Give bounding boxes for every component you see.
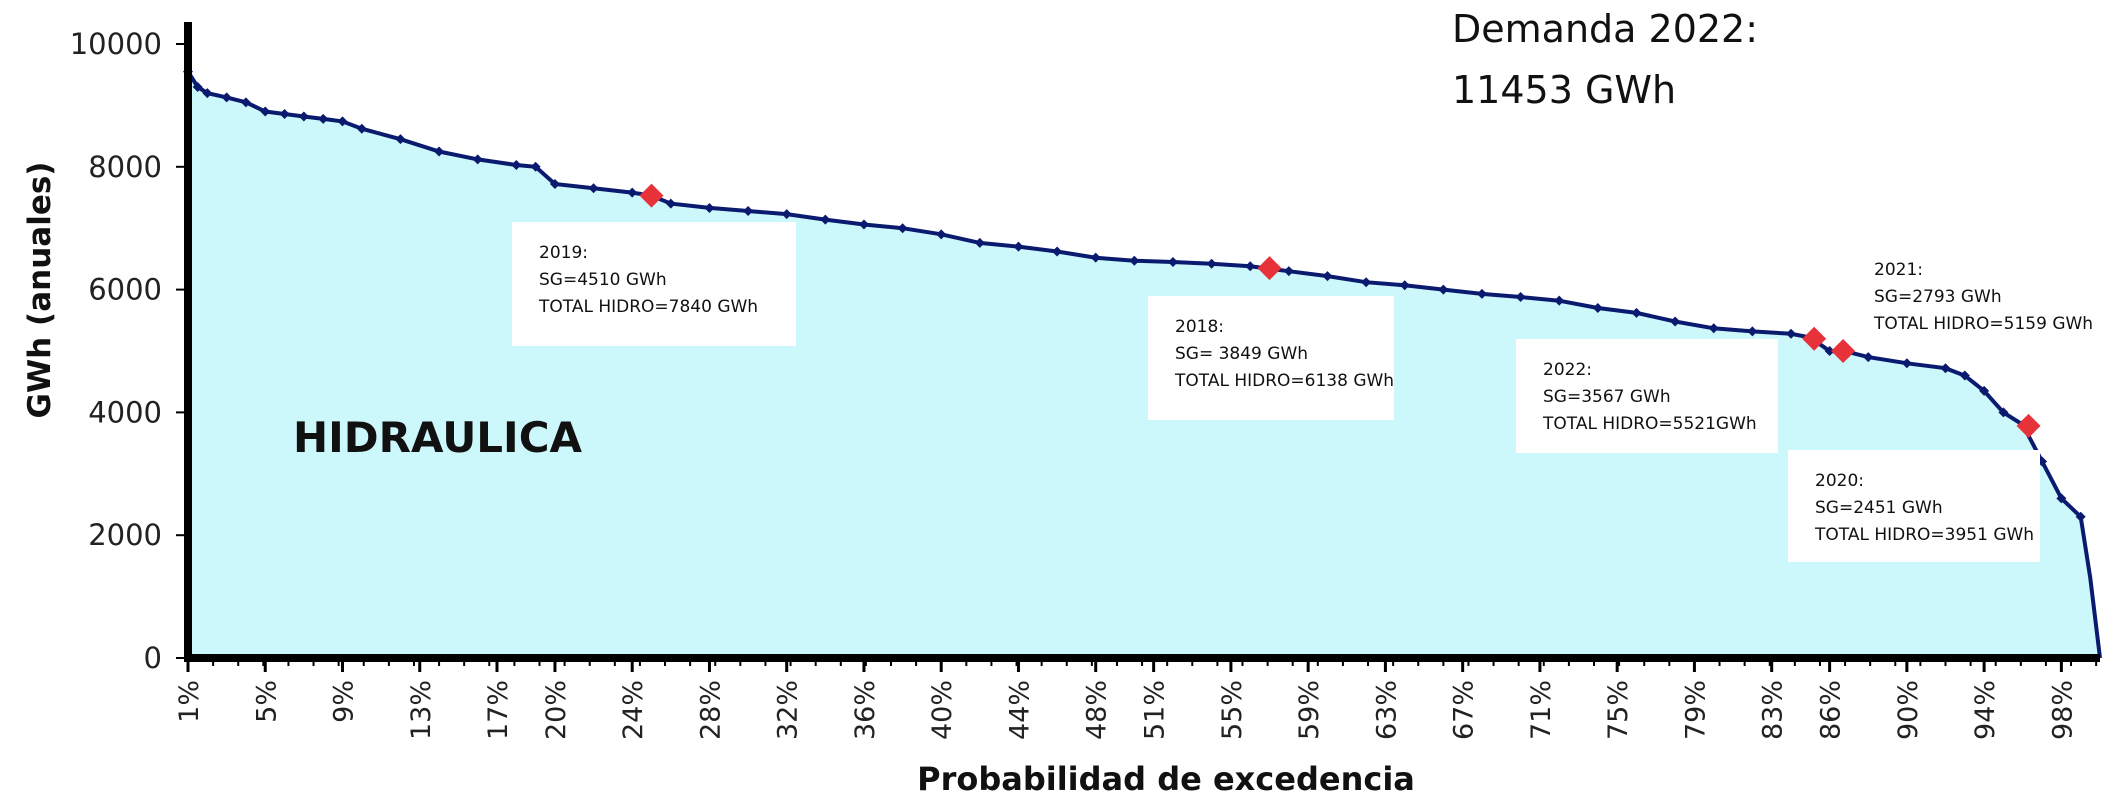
x-tick-label: 36%: [850, 680, 881, 740]
x-tick-label: 9%: [329, 680, 360, 723]
demand-line-2: 11453 GWh: [1452, 68, 1676, 112]
x-tick-label: 75%: [1603, 680, 1634, 740]
x-tick-label: 1%: [174, 680, 205, 723]
x-tick-label: 24%: [618, 680, 649, 740]
y-tick-label: 8000: [88, 150, 162, 184]
x-tick-label: 13%: [406, 680, 437, 740]
annotation-text: 2021:: [1874, 260, 1923, 280]
annotation-text: TOTAL HIDRO=3951 GWh: [1814, 525, 2034, 545]
x-tick-label: 55%: [1217, 680, 1248, 740]
annotation-text: SG=2451 GWh: [1815, 498, 1943, 518]
annotation-text: TOTAL HIDRO=7840 GWh: [538, 297, 758, 317]
annotation-text: TOTAL HIDRO=6138 GWh: [1174, 371, 1394, 391]
x-tick-label: 98%: [2047, 680, 2078, 740]
x-tick-label: 20%: [541, 680, 572, 740]
annotation-text: 2018:: [1175, 317, 1224, 337]
x-tick-label: 83%: [1758, 680, 1789, 740]
annotation-box: 2020: SG=2451 GWh TOTAL HIDRO=3951 GWh: [1788, 450, 2040, 562]
x-tick-label: 59%: [1294, 680, 1325, 740]
annotation-text: 2019:: [539, 243, 588, 263]
x-tick-label: 51%: [1140, 680, 1171, 740]
x-tick-label: 71%: [1526, 680, 1557, 740]
y-axis-title: GWh (anuales): [22, 162, 58, 419]
demand-line-1: Demanda 2022:: [1452, 7, 1758, 51]
x-tick-label: 63%: [1371, 680, 1402, 740]
annotation-text: TOTAL HIDRO=5159 GWh: [1873, 314, 2093, 334]
y-tick-label: 4000: [88, 395, 162, 429]
x-tick-label: 17%: [483, 680, 514, 740]
x-tick-label: 79%: [1680, 680, 1711, 740]
x-tick-label: 32%: [773, 680, 804, 740]
x-tick-label: 94%: [1970, 680, 2001, 740]
annotation-text: SG=3567 GWh: [1543, 387, 1671, 407]
annotation-text: SG= 3849 GWh: [1175, 344, 1308, 364]
annotation-box: 2022: SG=3567 GWh TOTAL HIDRO=5521GWh: [1516, 339, 1778, 453]
annotation-text: SG=4510 GWh: [539, 270, 667, 290]
x-axis-title: Probabilidad de excedencia: [917, 760, 1415, 796]
x-tick-label: 44%: [1004, 680, 1035, 740]
annotation-box: 2019: SG=4510 GWh TOTAL HIDRO=7840 GWh: [512, 222, 796, 346]
annotation-text: 2020:: [1815, 471, 1864, 491]
x-tick-label: 90%: [1893, 680, 1924, 740]
annotation-text: SG=2793 GWh: [1874, 287, 2002, 307]
y-tick-label: 6000: [88, 273, 162, 307]
y-tick-label: 10000: [70, 27, 162, 61]
y-tick-label: 0: [144, 641, 162, 675]
x-tick-label: 86%: [1816, 680, 1847, 740]
x-tick-label: 40%: [927, 680, 958, 740]
x-tick-label: 5%: [251, 680, 282, 723]
x-tick-label: 67%: [1449, 680, 1480, 740]
area-layer: [183, 67, 2100, 658]
x-tick-label: 48%: [1082, 680, 1113, 740]
annotation-box: 2021: SG=2793 GWh TOTAL HIDRO=5159 GWh: [1847, 239, 2103, 343]
y-tick-label: 2000: [88, 518, 162, 552]
annotation-text: TOTAL HIDRO=5521GWh: [1542, 414, 1757, 434]
hidraulica-label: HIDRAULICA: [293, 413, 583, 462]
annotation-text: 2022:: [1543, 360, 1592, 380]
annotation-box: 2018: SG= 3849 GWh TOTAL HIDRO=6138 GWh: [1148, 296, 1394, 420]
x-tick-label: 28%: [695, 680, 726, 740]
